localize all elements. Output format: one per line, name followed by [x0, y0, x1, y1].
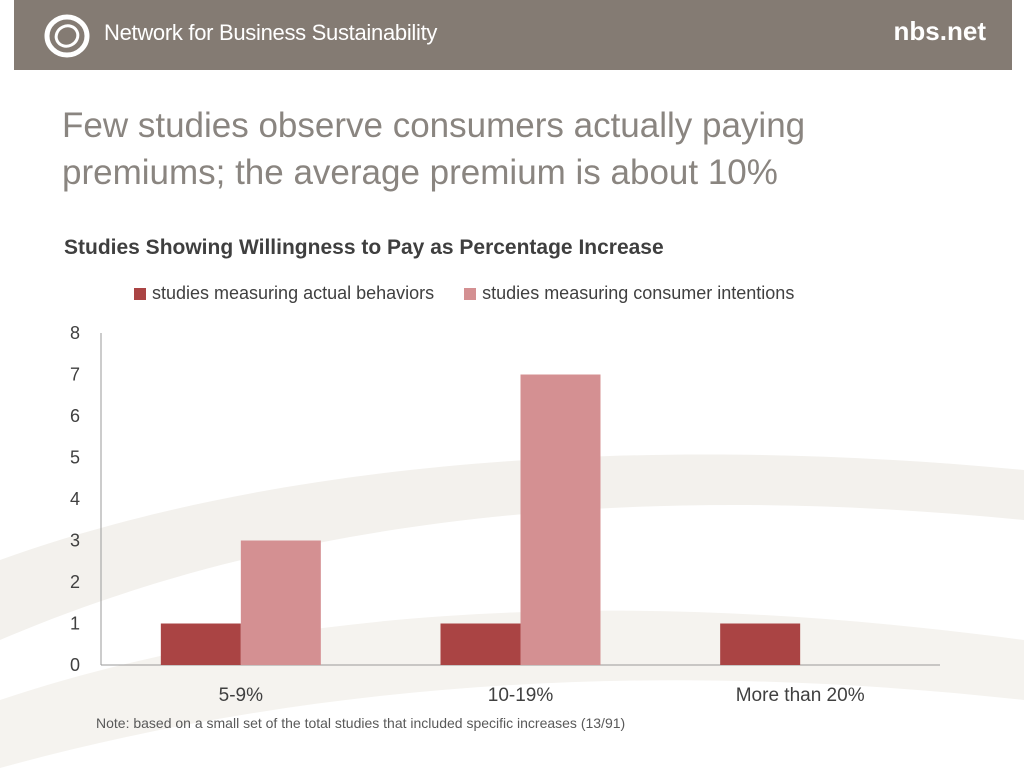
x-tick-label: 10-19%	[488, 685, 554, 706]
site-url: nbs.net	[893, 16, 986, 46]
chart-title: Studies Showing Willingness to Pay as Pe…	[64, 236, 664, 259]
legend-swatch-actual-behaviors	[134, 287, 146, 300]
slide-title: Few studies observe consumers actually p…	[62, 106, 806, 192]
y-tick-label: 6	[70, 406, 80, 426]
y-tick-label: 7	[70, 365, 80, 385]
footnote: Note: based on a small set of the total …	[96, 715, 626, 731]
y-tick-label: 1	[70, 614, 80, 634]
nbs-logo-icon	[44, 14, 90, 58]
legend-swatch-consumer-intentions	[464, 287, 477, 300]
bar-consumer-intentions	[520, 374, 601, 665]
y-tick-label: 5	[70, 448, 80, 468]
y-tick-label: 8	[70, 323, 80, 343]
x-tick-label: 5-9%	[219, 685, 263, 706]
y-tick-label: 2	[70, 572, 80, 592]
bar-consumer-intentions	[240, 540, 321, 665]
x-tick-label: More than 20%	[736, 685, 865, 706]
header-bar: Network for Business Sustainability nbs.…	[14, 0, 1012, 70]
legend-item-actual-behaviors: studies measuring actual behaviors	[134, 283, 434, 304]
y-tick-label: 3	[70, 531, 80, 551]
chart-legend: studies measuring actual behaviors studi…	[134, 283, 824, 304]
legend-item-consumer-intentions: studies measuring consumer intentions	[464, 283, 794, 304]
legend-label-consumer-intentions: studies measuring consumer intentions	[482, 283, 795, 303]
y-tick-label: 0	[70, 655, 80, 675]
y-tick-label: 4	[70, 489, 80, 509]
bar-actual-behaviors	[440, 623, 521, 665]
legend-label-actual-behaviors: studies measuring actual behaviors	[152, 283, 435, 303]
bar-actual-behaviors	[160, 623, 241, 665]
organization-name: Network for Business Sustainability	[104, 20, 438, 45]
bar-actual-behaviors	[720, 623, 801, 665]
